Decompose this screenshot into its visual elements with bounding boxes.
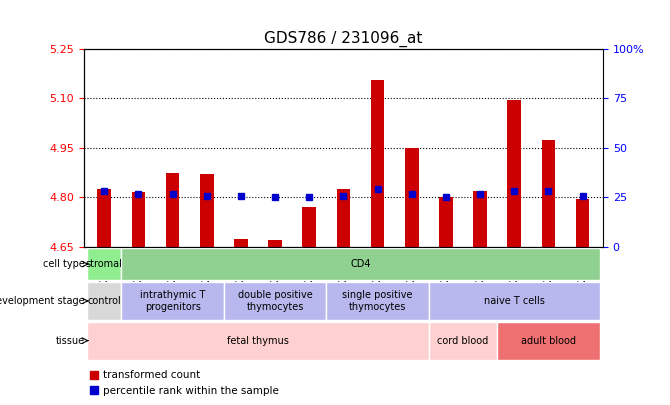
FancyBboxPatch shape [87, 248, 121, 280]
Text: control: control [87, 296, 121, 306]
FancyBboxPatch shape [87, 282, 121, 320]
FancyBboxPatch shape [326, 282, 429, 320]
Bar [371, 80, 385, 247]
FancyBboxPatch shape [429, 322, 497, 360]
Text: single positive
thymocytes: single positive thymocytes [342, 290, 413, 312]
FancyBboxPatch shape [87, 322, 429, 360]
Bar [541, 140, 555, 247]
Title: GDS786 / 231096_at: GDS786 / 231096_at [264, 31, 423, 47]
Text: stromal: stromal [86, 259, 123, 269]
Text: development stage: development stage [0, 296, 84, 306]
FancyBboxPatch shape [121, 248, 600, 280]
FancyBboxPatch shape [121, 282, 224, 320]
FancyBboxPatch shape [497, 322, 600, 360]
Bar [405, 148, 419, 247]
Bar [234, 239, 248, 247]
Bar [507, 100, 521, 247]
Text: cord blood: cord blood [438, 336, 488, 345]
Bar [200, 174, 214, 247]
Text: tissue: tissue [56, 336, 84, 345]
Text: naive T cells: naive T cells [484, 296, 545, 306]
Text: fetal thymus: fetal thymus [227, 336, 289, 345]
Text: adult blood: adult blood [521, 336, 576, 345]
Bar [165, 173, 180, 247]
FancyBboxPatch shape [224, 282, 326, 320]
Bar [97, 189, 111, 247]
Bar [336, 189, 350, 247]
Bar [302, 207, 316, 247]
Text: double positive
thymocytes: double positive thymocytes [238, 290, 312, 312]
Legend: transformed count, percentile rank within the sample: transformed count, percentile rank withi… [86, 366, 283, 400]
FancyBboxPatch shape [429, 282, 600, 320]
Bar [473, 191, 487, 247]
Bar [268, 241, 282, 247]
Text: intrathymic T
progenitors: intrathymic T progenitors [140, 290, 205, 312]
Text: cell type: cell type [43, 259, 84, 269]
Bar [576, 199, 590, 247]
Bar [439, 198, 453, 247]
Bar [131, 192, 145, 247]
Text: CD4: CD4 [350, 259, 371, 269]
